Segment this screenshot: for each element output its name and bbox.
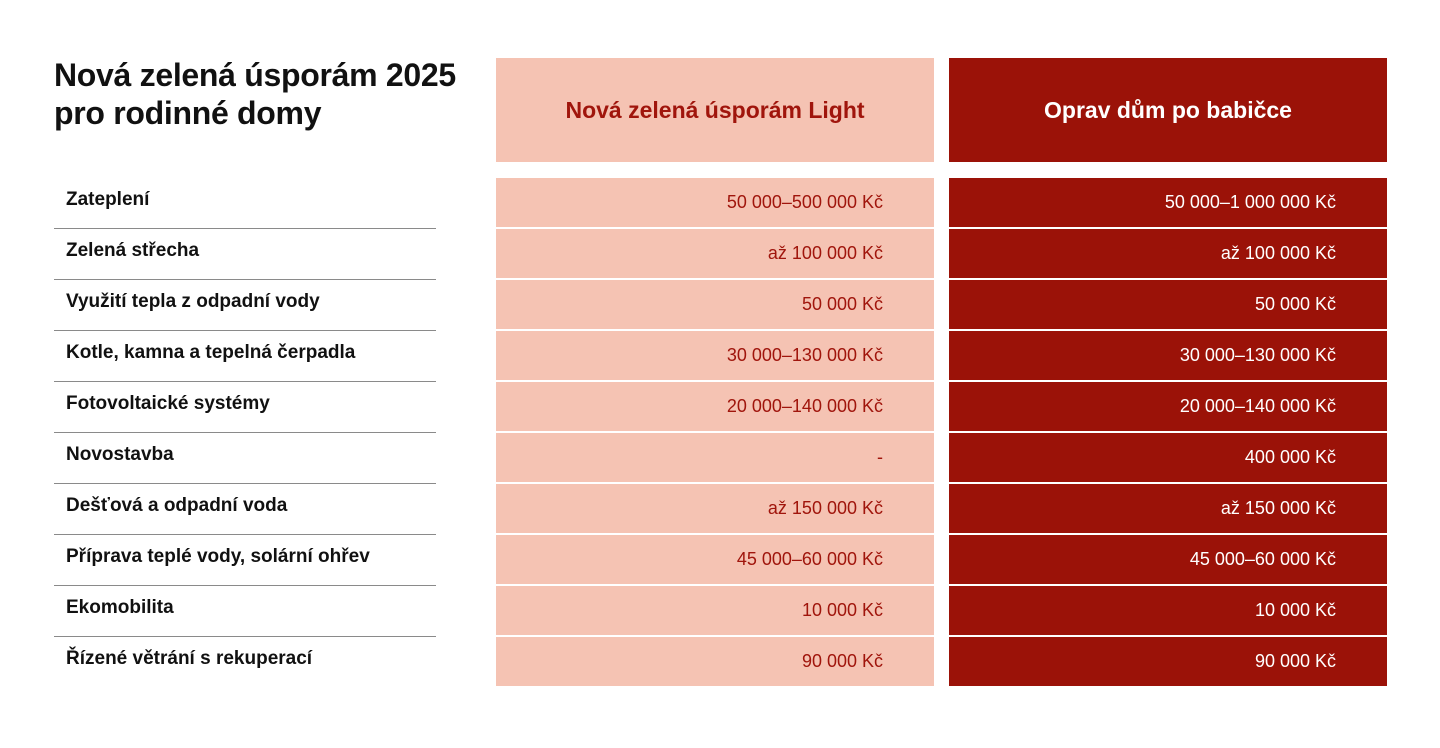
table-row: Fotovoltaické systémy 20 000–140 000 Kč …: [0, 382, 1440, 433]
row-label: Zelená střecha: [54, 229, 436, 280]
table-row: Ekomobilita 10 000 Kč 10 000 Kč: [0, 586, 1440, 637]
table-row: Řízené větrání s rekuperací 90 000 Kč 90…: [0, 637, 1440, 688]
table-row: Dešťová a odpadní voda až 150 000 Kč až …: [0, 484, 1440, 535]
page-title: Nová zelená úsporám 2025 pro rodinné dom…: [54, 56, 474, 132]
cell-babicka-value: až 100 000 Kč: [949, 229, 1387, 278]
cell-light-value: 50 000 Kč: [496, 280, 934, 329]
page-title-line-2: pro rodinné domy: [54, 95, 322, 131]
row-label: Kotle, kamna a tepelná čerpadla: [54, 331, 436, 382]
column-header-babicka: Oprav dům po babičce: [949, 58, 1387, 162]
row-label: Zateplení: [54, 178, 436, 229]
row-label: Příprava teplé vody, solární ohřev: [54, 535, 436, 586]
cell-babicka-value: 50 000–1 000 000 Kč: [949, 178, 1387, 227]
page-title-line-1: Nová zelená úsporám 2025: [54, 57, 456, 93]
row-label: Využití tepla z odpadní vody: [54, 280, 436, 331]
row-label: Fotovoltaické systémy: [54, 382, 436, 433]
subsidy-table: Zateplení 50 000–500 000 Kč 50 000–1 000…: [0, 178, 1440, 688]
table-row: Využití tepla z odpadní vody 50 000 Kč 5…: [0, 280, 1440, 331]
cell-light-value: až 100 000 Kč: [496, 229, 934, 278]
table-row: Příprava teplé vody, solární ohřev 45 00…: [0, 535, 1440, 586]
table-row: Kotle, kamna a tepelná čerpadla 30 000–1…: [0, 331, 1440, 382]
cell-light-value: 50 000–500 000 Kč: [496, 178, 934, 227]
table-row: Zelená střecha až 100 000 Kč až 100 000 …: [0, 229, 1440, 280]
column-header-light: Nová zelená úsporám Light: [496, 58, 934, 162]
cell-light-value: až 150 000 Kč: [496, 484, 934, 533]
table-row: Zateplení 50 000–500 000 Kč 50 000–1 000…: [0, 178, 1440, 229]
row-label: Ekomobilita: [54, 586, 436, 637]
cell-light-value: 30 000–130 000 Kč: [496, 331, 934, 380]
row-label: Novostavba: [54, 433, 436, 484]
cell-babicka-value: 10 000 Kč: [949, 586, 1387, 635]
cell-light-value: 10 000 Kč: [496, 586, 934, 635]
cell-babicka-value: 30 000–130 000 Kč: [949, 331, 1387, 380]
cell-babicka-value: až 150 000 Kč: [949, 484, 1387, 533]
cell-babicka-value: 45 000–60 000 Kč: [949, 535, 1387, 584]
table-row: Novostavba - 400 000 Kč: [0, 433, 1440, 484]
cell-babicka-value: 20 000–140 000 Kč: [949, 382, 1387, 431]
row-label: Dešťová a odpadní voda: [54, 484, 436, 535]
row-label: Řízené větrání s rekuperací: [66, 648, 313, 669]
cell-light-value: 45 000–60 000 Kč: [496, 535, 934, 584]
cell-babicka-value: 400 000 Kč: [949, 433, 1387, 482]
cell-light-value: -: [496, 433, 934, 482]
cell-light-value: 20 000–140 000 Kč: [496, 382, 934, 431]
cell-light-value: 90 000 Kč: [496, 637, 934, 686]
cell-babicka-value: 50 000 Kč: [949, 280, 1387, 329]
cell-babicka-value: 90 000 Kč: [949, 637, 1387, 686]
